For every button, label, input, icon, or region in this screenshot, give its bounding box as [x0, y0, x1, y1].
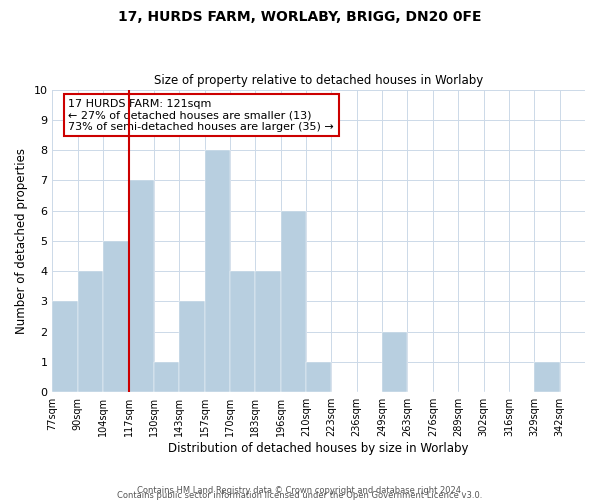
Bar	[230, 271, 256, 392]
Bar	[281, 210, 306, 392]
Bar	[52, 302, 78, 392]
Bar	[306, 362, 331, 392]
Bar	[128, 180, 154, 392]
Text: Contains HM Land Registry data © Crown copyright and database right 2024.: Contains HM Land Registry data © Crown c…	[137, 486, 463, 495]
Text: Contains public sector information licensed under the Open Government Licence v3: Contains public sector information licen…	[118, 490, 482, 500]
Bar	[78, 271, 103, 392]
Bar	[179, 302, 205, 392]
Bar	[534, 362, 560, 392]
Text: 17 HURDS FARM: 121sqm
← 27% of detached houses are smaller (13)
73% of semi-deta: 17 HURDS FARM: 121sqm ← 27% of detached …	[68, 98, 334, 132]
Bar	[103, 241, 128, 392]
Bar	[382, 332, 407, 392]
X-axis label: Distribution of detached houses by size in Worlaby: Distribution of detached houses by size …	[169, 442, 469, 455]
Bar	[154, 362, 179, 392]
Bar	[205, 150, 230, 392]
Y-axis label: Number of detached properties: Number of detached properties	[15, 148, 28, 334]
Bar	[256, 271, 281, 392]
Text: 17, HURDS FARM, WORLABY, BRIGG, DN20 0FE: 17, HURDS FARM, WORLABY, BRIGG, DN20 0FE	[118, 10, 482, 24]
Title: Size of property relative to detached houses in Worlaby: Size of property relative to detached ho…	[154, 74, 484, 87]
